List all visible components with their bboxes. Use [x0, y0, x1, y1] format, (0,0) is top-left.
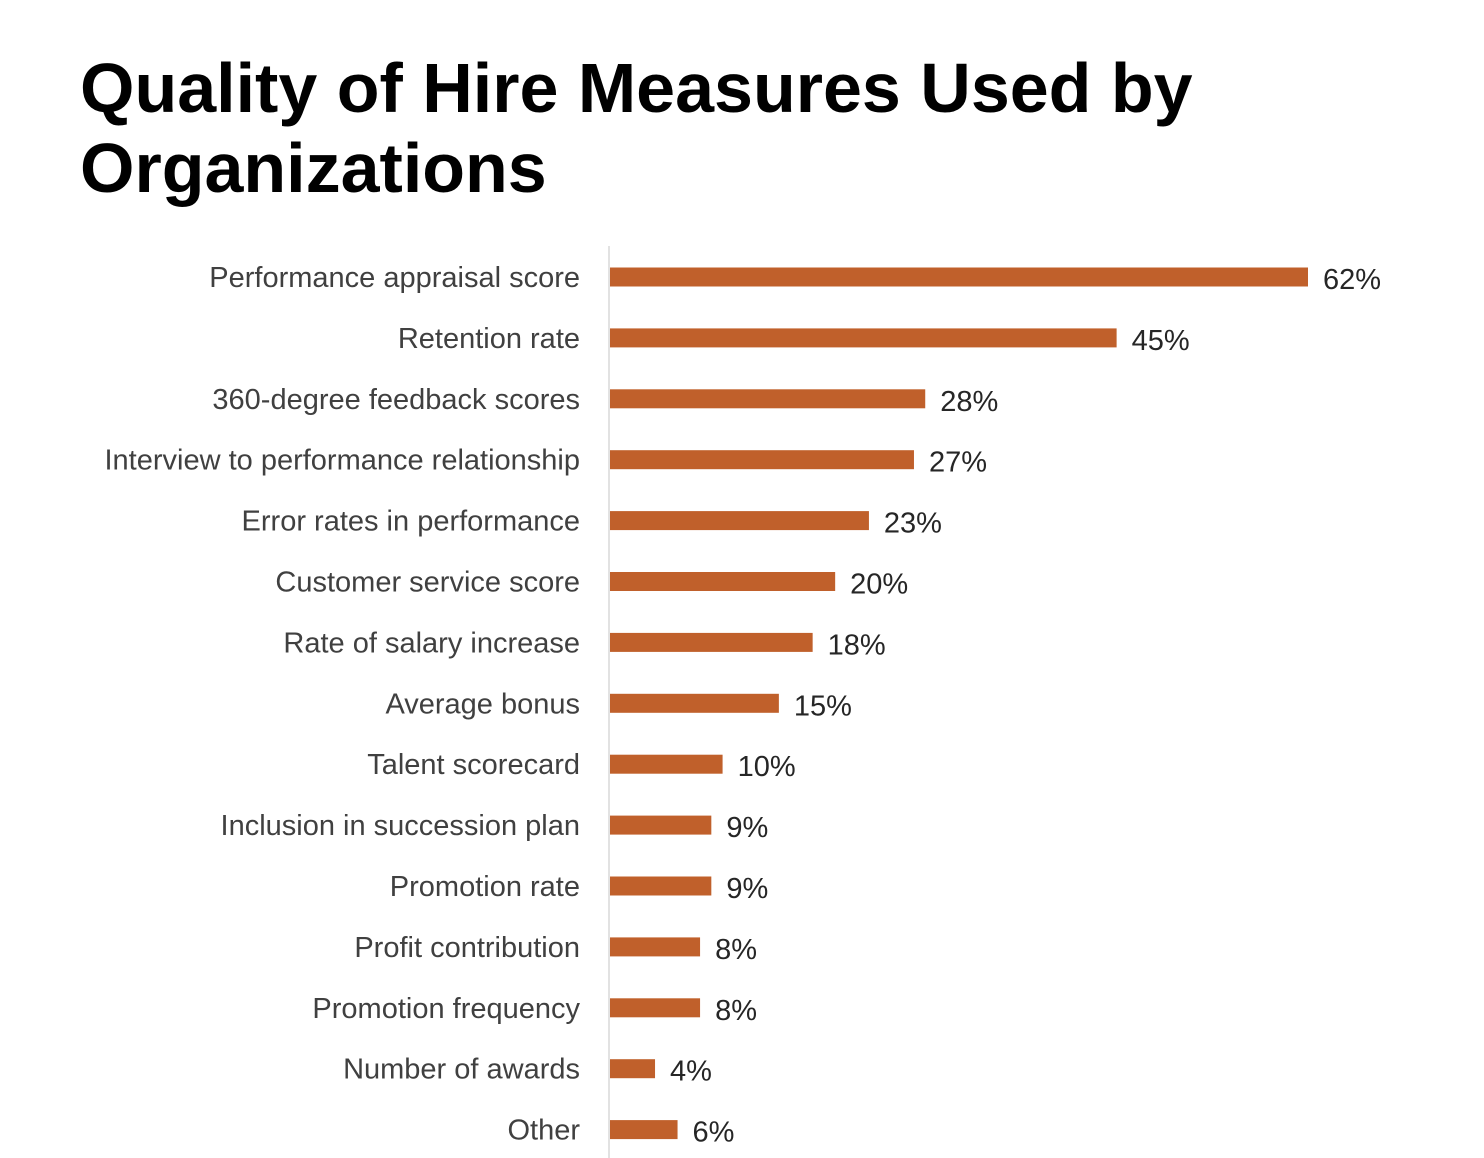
data-label: 10%	[738, 751, 796, 783]
category-label: Rate of salary increase	[283, 627, 580, 659]
bar	[610, 511, 869, 531]
category-label: Error rates in performance	[242, 506, 580, 538]
data-label: 27%	[929, 447, 987, 479]
category-label: 360-degree feedback scores	[212, 384, 580, 416]
category-label: Promotion frequency	[312, 993, 580, 1025]
category-label: Customer service score	[275, 567, 580, 599]
data-label: 8%	[715, 995, 757, 1027]
bar	[610, 815, 712, 835]
bar	[610, 389, 926, 409]
data-label: 9%	[726, 812, 768, 844]
data-label: 62%	[1323, 264, 1381, 296]
data-label: 28%	[940, 386, 998, 418]
bar	[610, 267, 1308, 287]
data-label: 4%	[670, 1056, 712, 1088]
category-label: Number of awards	[343, 1054, 580, 1086]
data-label: 18%	[828, 629, 886, 661]
data-label: 23%	[884, 508, 942, 540]
category-label: Average bonus	[385, 688, 580, 720]
bar	[610, 572, 836, 591]
category-label: Talent scorecard	[367, 749, 580, 781]
chart-title: Quality of Hire Measures Used by Organiz…	[80, 49, 1193, 207]
data-label: 20%	[850, 569, 908, 601]
category-label: Interview to performance relationship	[104, 445, 580, 477]
data-label: 45%	[1132, 325, 1190, 357]
category-label: Inclusion in succession plan	[221, 810, 580, 842]
category-label: Performance appraisal score	[209, 262, 580, 294]
bar	[610, 632, 813, 652]
bar	[610, 998, 701, 1018]
bar	[610, 1120, 678, 1140]
category-label: Retention rate	[398, 323, 580, 355]
bar	[610, 937, 701, 957]
data-label: 8%	[715, 934, 757, 966]
bar	[610, 693, 779, 713]
bar	[610, 754, 723, 774]
bar	[610, 876, 712, 896]
data-label: 6%	[693, 1117, 735, 1149]
category-label: Profit contribution	[354, 932, 580, 964]
data-label: 9%	[726, 873, 768, 905]
data-label: 15%	[794, 690, 852, 722]
bar	[610, 450, 914, 470]
category-label: Other	[507, 1115, 580, 1147]
bar	[610, 328, 1117, 348]
bar	[610, 1059, 656, 1079]
category-label: Promotion rate	[390, 871, 580, 903]
